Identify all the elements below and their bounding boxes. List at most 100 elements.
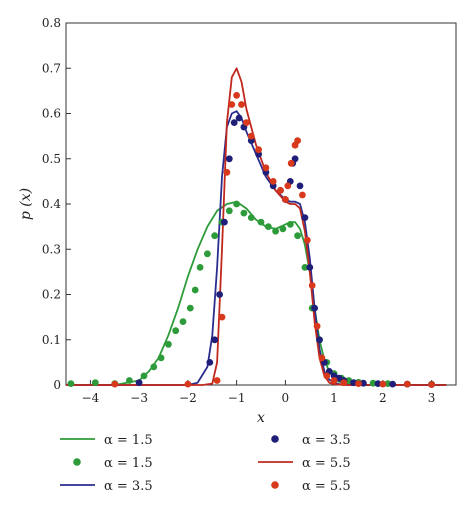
- y-tick-label: 0.7: [42, 61, 61, 75]
- series-marker: [243, 119, 250, 126]
- series-marker: [360, 379, 367, 387]
- series-marker: [282, 196, 289, 203]
- series-marker: [299, 191, 306, 199]
- series-marker: [157, 354, 165, 362]
- legend-label: α = 1.5: [104, 456, 153, 471]
- series-marker: [301, 214, 309, 222]
- series-marker: [255, 146, 262, 154]
- y-axis-label: p (x): [18, 188, 34, 220]
- series-marker: [186, 304, 194, 312]
- x-tick-label: 2: [379, 391, 387, 405]
- series-marker: [355, 380, 362, 387]
- series-marker: [135, 379, 143, 387]
- series-marker: [230, 119, 238, 126]
- series-marker: [306, 264, 314, 271]
- series-marker: [240, 209, 248, 217]
- series-line: [66, 200, 447, 386]
- legend-item: α = 5.5: [258, 456, 351, 471]
- series-marker: [403, 380, 411, 388]
- series-marker: [272, 227, 279, 235]
- series-marker: [238, 101, 245, 108]
- series-marker: [221, 218, 228, 226]
- series-marker: [204, 250, 211, 258]
- legend-label: α = 3.5: [104, 479, 153, 494]
- legend-item: α = 5.5: [271, 479, 351, 494]
- legend-marker-swatch: [271, 481, 279, 489]
- series-marker: [218, 313, 226, 321]
- series-marker: [191, 286, 199, 294]
- series-marker: [211, 336, 219, 344]
- series-marker: [235, 114, 243, 122]
- y-tick-label: 0.2: [42, 288, 61, 302]
- x-tick-label: −1: [228, 391, 246, 405]
- series-marker: [287, 159, 295, 167]
- series-marker: [140, 372, 148, 380]
- series-marker: [223, 168, 231, 176]
- series-marker: [286, 221, 294, 228]
- series-marker: [318, 354, 326, 362]
- series-marker: [291, 155, 299, 163]
- series-marker: [308, 282, 316, 289]
- series-marker: [165, 340, 172, 348]
- series-layer: [66, 67, 447, 388]
- x-tick-label: 0: [282, 391, 290, 405]
- series-marker: [228, 101, 236, 108]
- x-tick-label: 1: [330, 391, 338, 405]
- series-marker: [247, 132, 255, 140]
- series-marker: [303, 236, 311, 244]
- series-marker: [184, 380, 192, 388]
- x-tick-label: −3: [130, 391, 148, 405]
- legend-item: α = 1.5: [73, 456, 153, 471]
- series-marker: [111, 380, 119, 388]
- series-marker: [257, 218, 265, 226]
- series-marker: [330, 377, 338, 384]
- y-tick-label: 0: [53, 378, 61, 392]
- series-marker: [264, 223, 272, 231]
- series-marker: [428, 381, 435, 388]
- y-tick-label: 0.1: [42, 333, 61, 347]
- series-marker: [206, 359, 214, 366]
- series-marker: [216, 291, 224, 298]
- y-tick-label: 0.4: [42, 197, 61, 211]
- legend-label: α = 5.5: [302, 479, 351, 494]
- series-marker: [179, 318, 187, 325]
- plot-frame: [65, 22, 457, 386]
- series-marker: [233, 200, 241, 208]
- legend-marker-swatch: [73, 458, 81, 466]
- series-marker: [311, 304, 318, 312]
- series-marker: [67, 380, 75, 387]
- y-axis-ticks: 0 0.1 0.2 0.3 0.4 0.5 0.6 0.7 0.8: [42, 16, 71, 392]
- series-marker: [374, 380, 382, 387]
- series-marker: [296, 182, 304, 190]
- series-marker: [172, 327, 180, 335]
- legend-label: α = 1.5: [104, 433, 153, 448]
- legend: α = 1.5 α = 3.5 α = 1.5 α = 5.5 α = 3.5 α = 5…: [60, 433, 351, 494]
- series-marker: [301, 264, 309, 271]
- series-marker: [269, 178, 277, 185]
- series-line: [66, 67, 447, 386]
- series-marker: [196, 264, 204, 271]
- series-marker: [225, 155, 233, 163]
- series-marker: [379, 380, 387, 388]
- y-tick-label: 0.8: [42, 16, 61, 30]
- series-marker: [389, 380, 396, 388]
- series-marker: [340, 379, 348, 387]
- x-tick-label: −2: [179, 391, 197, 405]
- y-tick-label: 0.6: [42, 107, 61, 121]
- series-marker: [284, 182, 292, 190]
- series-marker: [369, 379, 377, 387]
- legend-label: α = 5.5: [302, 456, 351, 471]
- series-marker: [316, 336, 323, 344]
- series-marker: [279, 225, 287, 233]
- series-marker: [294, 232, 301, 240]
- series-marker: [262, 164, 270, 172]
- series-marker: [277, 187, 284, 194]
- series-marker: [91, 379, 99, 387]
- series-marker: [247, 214, 255, 222]
- legend-item: α = 3.5: [60, 479, 153, 494]
- series-marker: [313, 322, 321, 330]
- series-marker: [225, 207, 233, 215]
- x-axis-label: x: [257, 410, 265, 426]
- x-tick-label: 3: [428, 391, 436, 405]
